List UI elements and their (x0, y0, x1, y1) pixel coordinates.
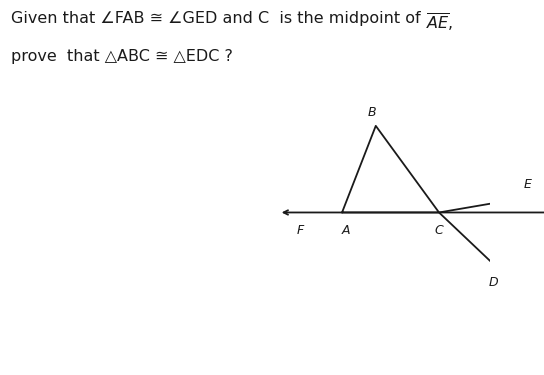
Text: B: B (367, 106, 376, 118)
Text: A: A (342, 224, 350, 237)
Text: Given that ∠FAB ≅ ∠GED and C  is the midpoint of: Given that ∠FAB ≅ ∠GED and C is the midp… (11, 11, 425, 26)
Text: $\overline{AE}$,: $\overline{AE}$, (425, 11, 453, 33)
Text: F: F (296, 224, 304, 237)
Text: D: D (489, 276, 499, 289)
Text: prove  that △ABC ≅ △EDC ?: prove that △ABC ≅ △EDC ? (11, 49, 233, 64)
Text: C: C (435, 224, 443, 237)
Text: E: E (524, 178, 531, 191)
